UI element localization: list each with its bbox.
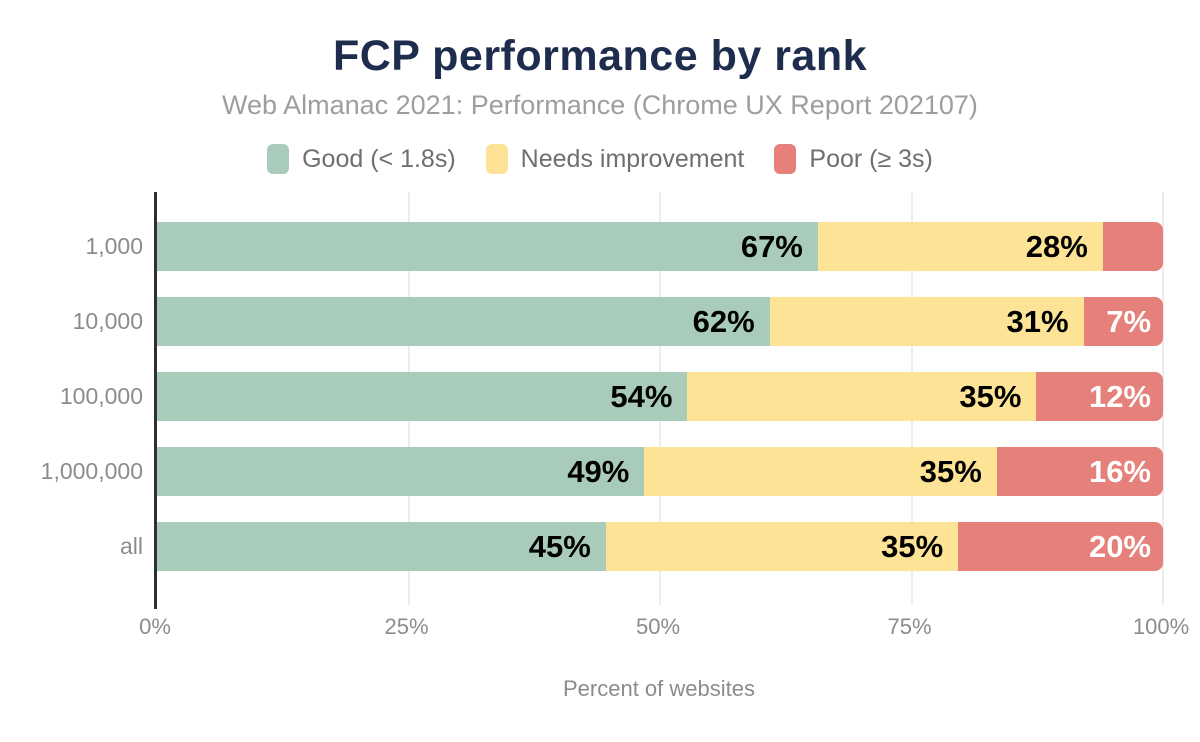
bar-value-label: 45%	[528, 528, 591, 564]
x-axis-tick-label: 75%	[887, 614, 932, 639]
bar-segment-poor: 12%	[1036, 371, 1163, 421]
y-axis-label: 10,000	[72, 307, 143, 334]
bar-segment-good: 54%	[157, 371, 688, 421]
legend-item-needs-improvement: Needs improvement	[485, 144, 745, 174]
bar-row-1-000: 67% 28%	[157, 222, 1163, 271]
bar-segment-good: 67%	[157, 222, 818, 271]
y-axis-label: 1,000,000	[40, 457, 143, 484]
legend-item-poor: Poor (≥ 3s)	[774, 144, 933, 174]
bar-row-100-000: 54% 35% 12%	[157, 371, 1163, 421]
bar-segment-needs-improvement: 35%	[687, 371, 1037, 421]
plot-area: 67% 28% 62% 31% 7% 54% 35% 12% 49% 35% 16% 45% 35% 20…	[157, 192, 1164, 605]
bar-value-label: 35%	[919, 453, 982, 489]
bar-row-1-000-000: 49% 35% 16%	[157, 446, 1163, 496]
bar-row-all: 45% 35% 20%	[157, 521, 1163, 571]
bar-value-label: 7%	[1106, 303, 1152, 339]
legend-item-good: Good (< 1.8s)	[267, 144, 456, 174]
legend-swatch-icon	[774, 144, 797, 174]
chart-legend: Good (< 1.8s) Needs improvement Poor (≥ …	[0, 141, 1200, 177]
bar-segment-needs-improvement: 31%	[769, 296, 1084, 346]
y-axis-label: all	[119, 532, 143, 559]
x-axis-tick-label: 25%	[384, 614, 429, 639]
y-axis-label: 1,000	[85, 233, 143, 259]
legend-label: Good (< 1.8s)	[302, 144, 456, 173]
bar-segment-good: 49%	[157, 446, 645, 496]
bar-value-label: 54%	[610, 378, 673, 414]
bar-value-label: 49%	[567, 453, 630, 489]
bar-segment-poor: 7%	[1083, 296, 1164, 346]
bar-segment-poor: 16%	[996, 446, 1163, 496]
x-axis-tick-label: 50%	[635, 614, 681, 639]
bar-segment-needs-improvement: 28%	[817, 222, 1103, 271]
bar-segment-needs-improvement: 35%	[644, 446, 997, 496]
x-axis-tick-label: 0%	[139, 614, 171, 639]
bar-segment-good: 45%	[157, 521, 606, 571]
bar-value-label: 67%	[740, 229, 803, 264]
bar-value-label: 28%	[1025, 229, 1088, 264]
bar-value-label: 35%	[959, 378, 1022, 414]
gridline-100	[1162, 192, 1164, 605]
bar-value-label: 16%	[1088, 453, 1151, 489]
bar-segment-good: 62%	[157, 296, 770, 346]
y-axis-label: 100,000	[59, 382, 143, 409]
bar-segment-poor: 20%	[958, 521, 1163, 571]
bar-value-label: 35%	[881, 528, 944, 564]
bar-row-10-000: 62% 31% 7%	[157, 296, 1164, 346]
legend-swatch-icon	[267, 144, 290, 174]
y-axis-line	[154, 192, 157, 609]
bar-value-label: 12%	[1088, 378, 1151, 414]
x-axis-tick-label: 100%	[1132, 614, 1190, 639]
bar-value-label: 31%	[1006, 303, 1069, 339]
chart-title: FCP performance by rank	[332, 32, 868, 80]
x-axis-title: Percent of websites	[563, 676, 755, 701]
bar-segment-needs-improvement: 35%	[605, 521, 959, 571]
legend-label: Poor (≥ 3s)	[809, 144, 933, 173]
bar-segment-poor	[1102, 222, 1163, 271]
bar-value-label: 62%	[692, 303, 755, 339]
legend-swatch-icon	[485, 144, 508, 174]
legend-label: Needs improvement	[520, 144, 745, 173]
chart-subtitle: Web Almanac 2021: Performance (Chrome UX…	[222, 90, 978, 120]
bar-value-label: 20%	[1088, 528, 1151, 564]
